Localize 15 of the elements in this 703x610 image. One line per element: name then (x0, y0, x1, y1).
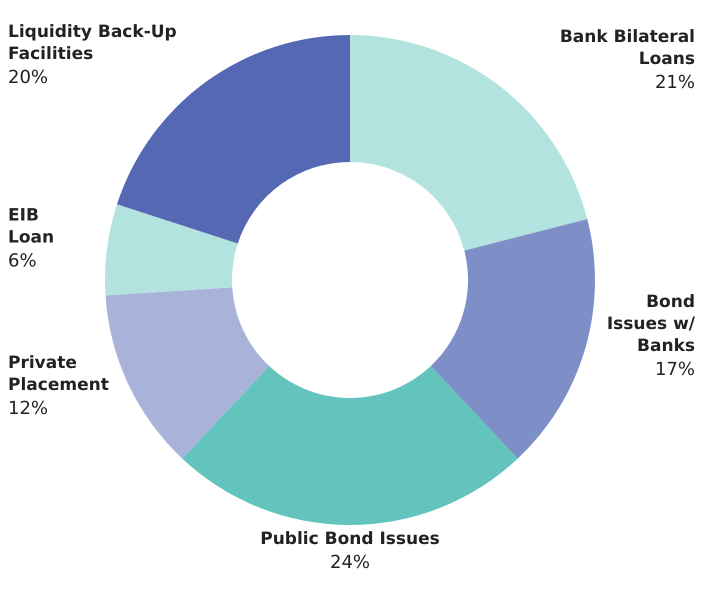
slice-label: Bank Bilateral Loans (560, 27, 695, 70)
donut-slice (105, 204, 238, 296)
data-label: 24% (330, 552, 370, 573)
data-label: 17% (654, 358, 695, 380)
data-label: 6% (8, 250, 37, 272)
donut-slice (430, 219, 595, 459)
donut-slice (182, 366, 518, 525)
slice-label: EIB Loan (8, 205, 54, 248)
slice-label: Liquidity Back-Up Facilities (8, 22, 177, 64)
slice-label: Bond Issues w/ Banks (606, 292, 696, 356)
data-label: 20% (8, 67, 48, 88)
slice-label: Private Placement (8, 353, 109, 396)
data-label: 12% (8, 398, 48, 420)
slice-label: Public Bond Issues (260, 529, 440, 549)
data-label: 21% (654, 72, 695, 94)
